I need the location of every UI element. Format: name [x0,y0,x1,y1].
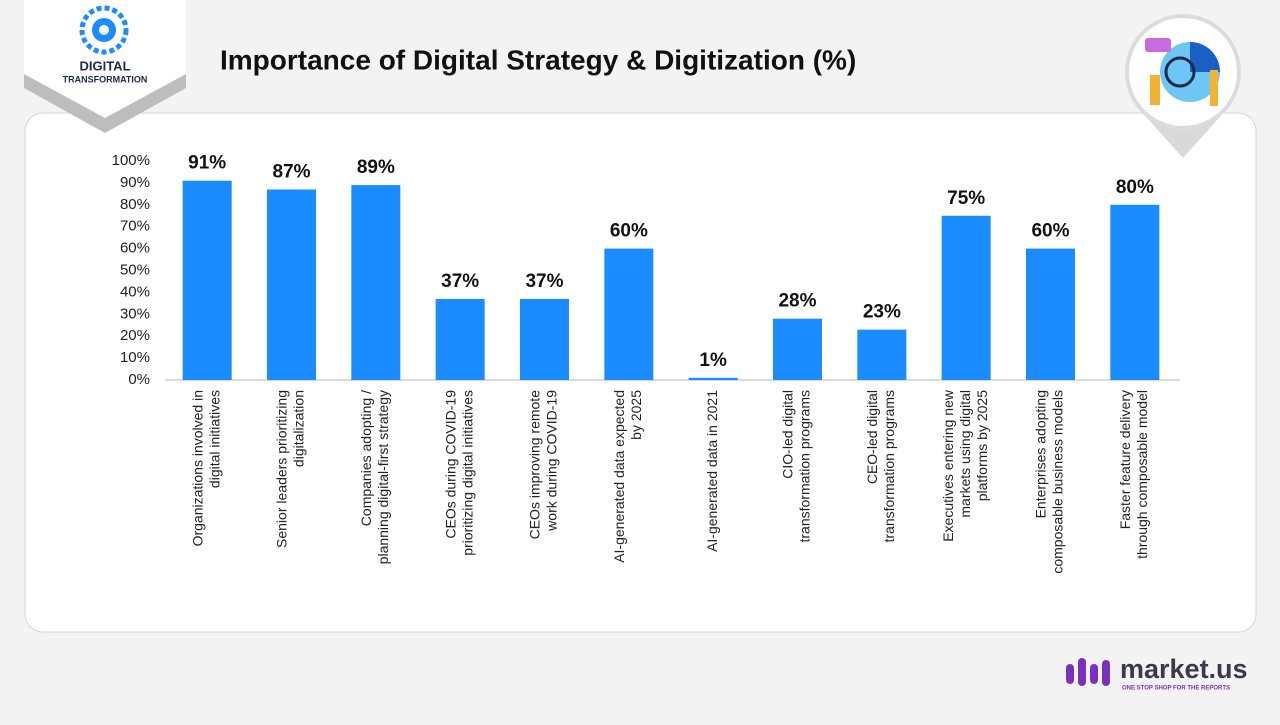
x-tick-label: by 2025 [628,390,644,440]
bar [267,189,316,380]
y-tick-label: 100% [112,152,150,169]
y-tick-label: 20% [120,327,150,344]
bar [941,215,991,380]
y-tick-label: 70% [120,218,150,235]
x-tick-label: Faster feature delivery [1117,390,1133,529]
y-tick-label: 40% [120,283,150,300]
bar [688,377,738,380]
x-tick-label: composable business models [1050,390,1066,574]
bar [435,298,485,380]
x-tick-label: planning digital-first strategy [375,390,391,564]
data-label: 87% [272,161,310,182]
data-label: 89% [357,157,395,178]
bar [1026,248,1075,380]
logo-line2: TRANSFORMATION [63,74,148,84]
x-tick-label: digital initiatives [206,390,222,488]
x-tick-label: Organizations involved in [189,390,205,546]
illustration [1125,14,1241,158]
chart-title: Importance of Digital Strategy & Digitiz… [220,44,856,75]
x-tick-label: transformation programs [881,390,897,543]
logo-icon [79,5,129,55]
bar [520,298,569,380]
brand-name: market.us [1120,654,1248,684]
bar [604,248,654,380]
bar [351,185,401,380]
x-tick-label: Enterprises adopting [1033,390,1049,518]
y-tick-label: 80% [120,196,150,213]
x-tick-label: Companies adopting / [358,390,374,526]
x-tick-label: CEOs during COVID-19 [442,390,458,539]
y-tick-label: 30% [120,305,150,322]
x-tick-label: Executives entering new [940,389,956,542]
x-tick-label: digitalization [291,390,307,467]
y-tick-label: 60% [120,240,150,257]
bar [1110,204,1160,380]
x-tick-label: work during COVID-19 [544,390,560,532]
x-tick-label: AI-generated data in 2021 [704,390,720,552]
data-label: 28% [778,291,816,312]
x-tick-label: through composable model [1134,390,1150,559]
x-tick-label: platforms by 2025 [974,390,990,501]
data-label: 37% [525,271,563,292]
y-tick-label: 10% [120,349,150,366]
logo-line1: DIGITAL [79,58,130,73]
brand-tagline: ONE STOP SHOP FOR THE REPORTS [1122,686,1230,692]
data-label: 60% [1031,221,1069,242]
x-tick-label: AI-generated data expected [611,390,627,563]
data-label: 1% [699,350,727,371]
data-label: 37% [441,271,479,292]
bar [182,180,232,380]
bar [773,318,822,380]
data-label: 23% [863,302,901,323]
x-tick-label: CIO-led digital [780,390,796,479]
y-tick-label: 50% [120,261,150,278]
x-tick-label: CEO-led digital [864,390,880,484]
data-label: 91% [188,153,226,174]
x-tick-label: Senior leaders prioritizing [274,390,290,548]
bar [857,329,907,380]
x-tick-label: CEOs improving remote [527,390,543,540]
x-tick-label: markets using digital [957,390,973,518]
y-tick-label: 90% [120,174,150,191]
brand-icon [1066,658,1110,686]
data-label: 75% [947,188,985,209]
y-tick-label: 0% [128,371,150,388]
data-label: 60% [610,221,648,242]
x-tick-label: prioritizing digital initiatives [459,390,475,556]
data-label: 80% [1116,177,1154,198]
logo-badge [24,0,186,118]
x-tick-label: transformation programs [797,390,813,543]
